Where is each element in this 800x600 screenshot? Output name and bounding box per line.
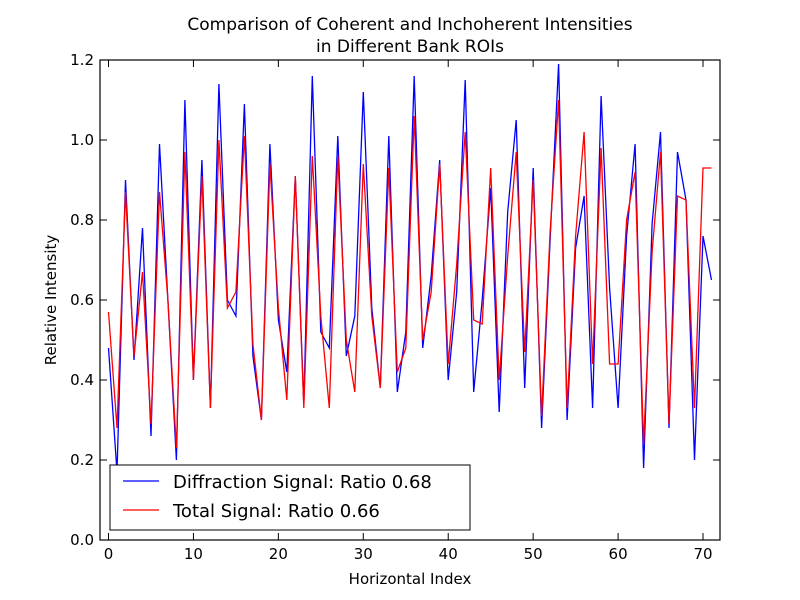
x-tick-label: 70 — [693, 545, 712, 563]
y-axis-label: Relative Intensity — [42, 235, 60, 366]
axis-ticks: 0 10 20 30 40 50 60 70 0.0 0.2 0.4 0.6 0.8 1.0 1.2 — [70, 51, 720, 563]
x-tick-label: 50 — [524, 545, 543, 563]
y-tick-label: 0.4 — [70, 371, 94, 389]
y-tick-label: 0.8 — [70, 211, 94, 229]
chart-title-line-2: in Different Bank ROIs — [316, 37, 504, 57]
y-tick-label: 1.0 — [70, 131, 94, 149]
y-tick-label: 1.2 — [70, 51, 94, 69]
series-line-diffraction — [107, 63, 713, 473]
legend: Diffraction Signal: Ratio 0.68 Total Sig… — [109, 464, 471, 531]
y-tick-label: 0.0 — [70, 531, 94, 549]
chart-title-line-1: Comparison of Coherent and Inchoherent I… — [187, 15, 632, 35]
legend-box — [109, 464, 471, 531]
series-line-total — [107, 99, 712, 449]
x-tick-label: 60 — [609, 545, 628, 563]
x-axis-label: Horizontal Index — [349, 570, 472, 588]
plot-area — [107, 63, 713, 473]
x-tick-label: 20 — [269, 545, 288, 563]
y-tick-label: 0.2 — [70, 451, 94, 469]
x-tick-label: 0 — [104, 545, 114, 563]
legend-label-diffraction: Diffraction Signal: Ratio 0.68 — [173, 472, 432, 493]
x-tick-label: 10 — [184, 545, 203, 563]
x-tick-label: 30 — [354, 545, 373, 563]
x-tick-label: 40 — [439, 545, 458, 563]
y-tick-label: 0.6 — [70, 291, 94, 309]
legend-label-total: Total Signal: Ratio 0.66 — [172, 501, 380, 522]
